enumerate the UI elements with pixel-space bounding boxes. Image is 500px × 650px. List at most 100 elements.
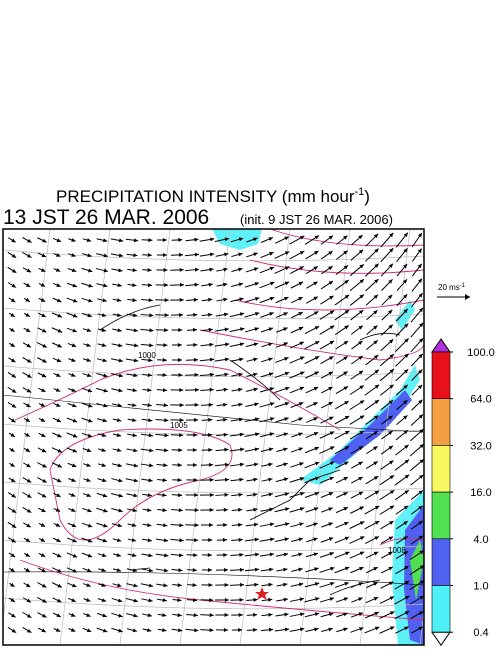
- wind-arrow-head: [102, 418, 107, 423]
- wind-arrow-head: [86, 373, 92, 378]
- wind-arrow-head: [118, 388, 123, 393]
- colorbar-label: 64.0: [470, 394, 491, 406]
- wind-arrow-head: [402, 263, 408, 269]
- wind-arrow-head: [239, 312, 245, 317]
- wind-arrow-head: [208, 282, 213, 287]
- wind-arrow-head: [41, 448, 47, 453]
- wind-arrow-head: [11, 388, 17, 393]
- wind-arrow-head: [359, 627, 364, 631]
- wind-arrow-head: [56, 478, 62, 483]
- wind-arrow-head: [404, 444, 409, 449]
- wind-arrow-head: [223, 522, 228, 527]
- wind-arrow-head: [314, 326, 320, 330]
- wind-arrow-head: [373, 597, 379, 601]
- wind-arrow-head: [328, 522, 333, 527]
- wind-arrow-head: [329, 476, 334, 481]
- wind-arrow-head: [57, 598, 62, 603]
- wind-arrow-head: [313, 417, 318, 421]
- wind-arrow-head: [132, 508, 137, 513]
- wind-arrow-head: [389, 505, 395, 510]
- wind-arrow-head: [388, 581, 394, 586]
- wind-arrow-head: [417, 384, 423, 390]
- wind-arrow-head: [298, 402, 304, 406]
- wind-arrow-head: [345, 551, 350, 556]
- wind-arrow-head: [55, 523, 61, 527]
- wind-arrow-head: [300, 612, 305, 617]
- wind-arrow-head: [72, 583, 77, 588]
- wind-arrow-head: [101, 583, 106, 587]
- wind-arrow-head: [194, 237, 199, 242]
- colorbar-band: [431, 538, 451, 586]
- meridian: [119, 229, 171, 645]
- wind-arrow-head: [71, 463, 77, 468]
- wind-arrow-head: [329, 431, 335, 436]
- wind-arrow-head: [194, 538, 199, 543]
- wind-arrow-head: [239, 297, 244, 302]
- wind-arrow-head: [284, 522, 290, 527]
- wind-arrow-head: [116, 568, 122, 572]
- wind-arrow-head: [299, 235, 305, 240]
- wind-arrow-head: [117, 523, 123, 528]
- wind-arrow-head: [162, 613, 167, 618]
- wind-arrow-head: [314, 371, 319, 376]
- wind-arrow-head: [102, 238, 108, 243]
- wind-arrow-head: [284, 266, 290, 271]
- wind-arrow-head: [389, 232, 394, 238]
- wind-arrow-head: [164, 553, 169, 558]
- wind-arrow-head: [359, 264, 364, 269]
- wind-arrow-head: [163, 523, 168, 528]
- meridian: [3, 229, 51, 623]
- wind-arrow-head: [373, 567, 378, 571]
- wind-arrow-head: [26, 358, 32, 363]
- wind-arrow-head: [42, 598, 47, 603]
- wind-arrow-head: [268, 462, 273, 467]
- wind-arrow-head: [11, 523, 17, 528]
- contour-label: 1008: [388, 546, 406, 555]
- wind-arrow-head: [10, 598, 15, 602]
- wind-arrow-head: [208, 538, 213, 543]
- wind-arrow-head: [313, 266, 318, 271]
- wind-arrow-head: [162, 478, 167, 483]
- wind-arrow-head: [224, 492, 229, 497]
- wind-arrow-head: [118, 478, 123, 483]
- wind-arrow-head: [284, 251, 290, 256]
- wind-arrow-head: [374, 400, 379, 404]
- wind-arrow-head: [208, 447, 213, 452]
- wind-arrow-head: [374, 536, 379, 541]
- wind-arrow-head: [72, 568, 78, 573]
- wind-arrow-head: [223, 552, 228, 557]
- wind-arrow-head: [358, 491, 364, 496]
- wind-arrow-head: [253, 612, 258, 617]
- wind-arrow-head: [344, 325, 349, 330]
- location-star: [255, 587, 269, 600]
- wind-arrow-head: [26, 388, 32, 393]
- wind-arrow-head: [329, 597, 335, 601]
- wind-arrow-head: [25, 552, 30, 557]
- wind-arrow-head: [284, 417, 289, 422]
- wind-arrow-head: [57, 433, 62, 438]
- wind-arrow-head: [329, 295, 334, 300]
- wind-arrow-head: [223, 297, 228, 302]
- wind-arrow-head: [192, 327, 198, 332]
- wind-arrow-head: [102, 358, 107, 363]
- wind-arrow-head: [162, 238, 167, 243]
- wind-arrow-head: [101, 568, 106, 572]
- wind-arrow-head: [42, 478, 47, 483]
- wind-arrow-head: [102, 298, 107, 303]
- wind-arrow-head: [163, 403, 168, 408]
- wind-arrow-head: [177, 613, 182, 618]
- wind-arrow-head: [314, 461, 320, 466]
- wind-arrow-head: [313, 311, 319, 316]
- wind-arrow-head: [148, 298, 153, 303]
- wind-arrow-head: [269, 312, 274, 316]
- wind-arrow-head: [132, 628, 138, 633]
- wind-arrow-head: [254, 462, 259, 467]
- wind-arrow-head: [328, 266, 333, 271]
- wind-arrow-head: [118, 613, 123, 618]
- wind-arrow-head: [88, 283, 93, 288]
- wind-arrow-head: [358, 597, 363, 602]
- wind-arrow-head: [403, 551, 408, 556]
- wind-arrow-head: [118, 373, 124, 378]
- wind-arrow-head: [224, 252, 229, 257]
- wind-arrow-head: [254, 282, 259, 286]
